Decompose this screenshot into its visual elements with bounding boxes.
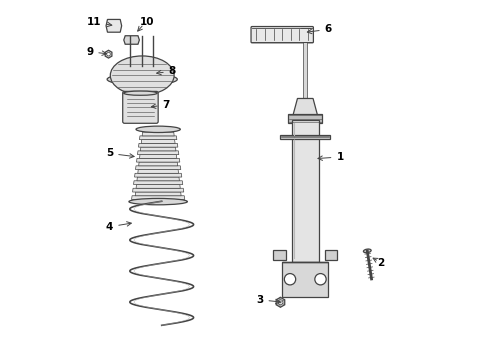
Ellipse shape [129, 198, 187, 205]
Polygon shape [138, 170, 178, 173]
Polygon shape [142, 132, 174, 136]
Text: 8: 8 [157, 66, 176, 76]
Ellipse shape [107, 73, 177, 85]
Polygon shape [137, 158, 180, 162]
Ellipse shape [110, 56, 174, 95]
Polygon shape [105, 50, 112, 58]
Polygon shape [140, 154, 177, 158]
Polygon shape [135, 173, 182, 177]
Text: 2: 2 [377, 258, 384, 268]
Polygon shape [282, 261, 328, 297]
Polygon shape [136, 185, 180, 188]
Polygon shape [133, 188, 184, 192]
Circle shape [107, 53, 110, 56]
Polygon shape [288, 114, 322, 123]
Text: 3: 3 [256, 295, 280, 305]
Text: 10: 10 [140, 17, 155, 27]
Polygon shape [137, 177, 179, 181]
Polygon shape [273, 250, 286, 260]
Polygon shape [138, 151, 179, 154]
Circle shape [284, 274, 295, 285]
Polygon shape [292, 120, 319, 261]
Text: 7: 7 [151, 100, 170, 110]
Polygon shape [141, 140, 175, 143]
Text: 9: 9 [86, 47, 106, 57]
Polygon shape [132, 196, 185, 199]
Polygon shape [280, 135, 330, 139]
Ellipse shape [136, 126, 180, 132]
Polygon shape [141, 147, 176, 151]
Text: 5: 5 [106, 148, 134, 158]
Text: 6: 6 [307, 24, 332, 34]
Polygon shape [325, 250, 337, 260]
Text: 4: 4 [106, 222, 131, 232]
Ellipse shape [123, 91, 157, 95]
Ellipse shape [364, 249, 371, 253]
Polygon shape [134, 181, 183, 185]
FancyBboxPatch shape [122, 91, 158, 123]
FancyBboxPatch shape [251, 27, 314, 43]
Polygon shape [135, 192, 181, 196]
Polygon shape [106, 19, 122, 32]
Polygon shape [303, 42, 307, 99]
Polygon shape [276, 297, 285, 307]
Polygon shape [292, 99, 319, 120]
Polygon shape [139, 162, 178, 166]
Text: 11: 11 [87, 17, 112, 27]
Circle shape [315, 274, 326, 285]
Polygon shape [124, 36, 139, 44]
Polygon shape [136, 166, 181, 170]
Text: 1: 1 [318, 152, 343, 162]
Circle shape [278, 300, 283, 305]
Polygon shape [139, 143, 178, 147]
Polygon shape [140, 136, 177, 140]
